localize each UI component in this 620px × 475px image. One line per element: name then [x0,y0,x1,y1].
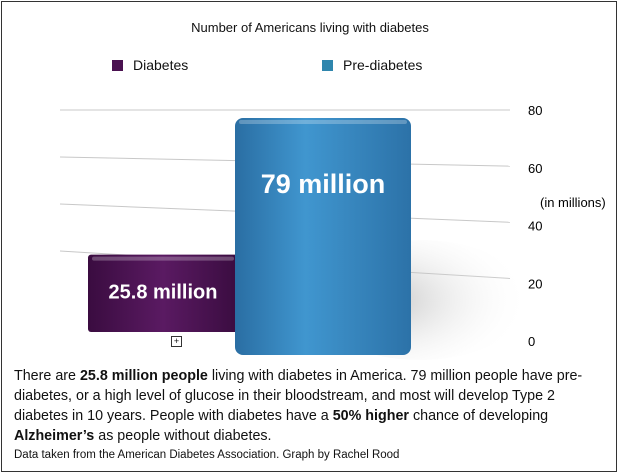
description-paragraph: There are 25.8 million people living wit… [14,366,609,446]
data-label: 79 million [261,169,386,199]
text-segment: as people without diabetes. [94,428,272,444]
y-tick-label: 80 [528,103,542,118]
y-tick-label: 20 [528,276,542,291]
y-tick-label: 0 [528,334,535,349]
legend-swatch-pre-diabetes [322,59,333,71]
text-segment: There are [14,368,80,384]
expand-icon[interactable]: + [171,336,182,347]
legend-label: Diabetes [133,57,189,73]
bar-pre-diabetes [235,118,411,355]
bar-diabetes [88,254,238,332]
chart-title: Number of Americans living with diabetes [191,20,429,35]
y-axis-label: (in millions) [540,195,606,210]
text-segment: living with diabetes in America. 79 mill… [14,368,583,424]
source-note: Data taken from the American Diabetes As… [14,449,400,461]
text-segment: chance of developing [409,408,549,424]
y-tick-label: 40 [528,219,542,234]
legend-label: Pre-diabetes [343,57,423,73]
legend-item-pre-diabetes: Pre-diabetes [322,57,422,73]
y-tick-label: 60 [528,161,542,176]
bold-text: 25.8 million people [79,368,208,384]
bar-highlight [239,120,407,124]
data-label: 25.8 million [109,282,218,304]
bold-text: 50% higher [332,408,409,424]
legend-item-diabetes: Diabetes [112,57,188,73]
bold-text: Alzheimer’s [14,428,95,444]
bar-highlight [92,256,234,261]
legend-swatch-diabetes [112,59,123,71]
